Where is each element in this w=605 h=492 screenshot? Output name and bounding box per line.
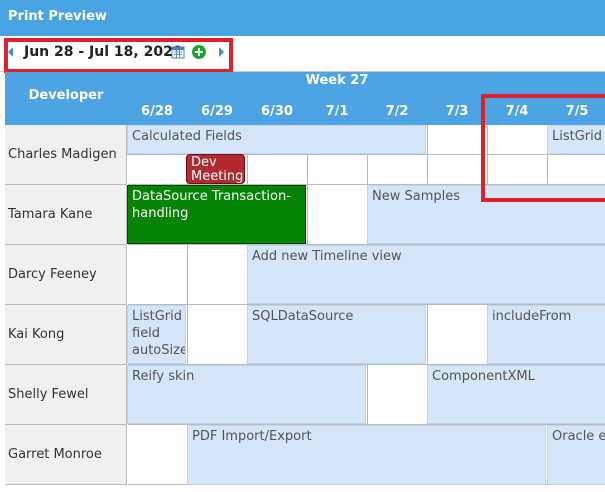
event[interactable]: Dev Meeting bbox=[186, 154, 245, 184]
event[interactable]: ComponentXML bbox=[427, 365, 605, 424]
developer-name: Tamara Kane bbox=[5, 185, 127, 245]
toolbar: Jun 28 - Jul 18, 2020 bbox=[0, 36, 605, 72]
timeline-header: Developer Week 27 6/28 6/29 6/30 7/1 7/2… bbox=[5, 72, 605, 125]
developer-name: Kai Kong bbox=[5, 305, 127, 365]
event[interactable]: Add new Timeline view bbox=[247, 245, 605, 304]
day-header: 7/1 bbox=[325, 104, 349, 119]
day-header: 7/4 bbox=[505, 104, 529, 119]
date-range: Jun 28 - Jul 18, 2020 bbox=[24, 44, 183, 60]
next-arrow[interactable] bbox=[216, 45, 226, 59]
day-header: 7/5 bbox=[565, 104, 589, 119]
day-header: 7/2 bbox=[385, 104, 409, 119]
developer-name: Charles Madigen bbox=[5, 125, 127, 185]
event[interactable]: DataSource Transaction-handling bbox=[127, 185, 306, 244]
title-bar: Print Preview bbox=[0, 0, 605, 36]
highlight-box bbox=[4, 38, 233, 73]
event[interactable]: ListGrid c bbox=[547, 125, 605, 154]
developer-name: Darcy Feeney bbox=[5, 245, 127, 305]
event[interactable]: Oracle en bbox=[547, 425, 605, 485]
developer-name: Shelly Fewel bbox=[5, 365, 127, 425]
event[interactable]: includeFrom bbox=[487, 305, 605, 364]
event[interactable]: New Samples bbox=[367, 185, 605, 244]
day-header: 6/30 bbox=[261, 104, 293, 119]
day-header: 6/28 bbox=[141, 104, 173, 119]
event[interactable]: PDF Import/Export bbox=[187, 425, 546, 485]
developer-name: Garret Monroe bbox=[5, 425, 127, 485]
event[interactable]: ListGrid field autoSize bbox=[127, 305, 186, 364]
developer-header: Developer bbox=[28, 88, 104, 103]
week-header: Week 27 bbox=[305, 73, 369, 88]
day-header: 6/29 bbox=[201, 104, 233, 119]
lane-divider bbox=[127, 154, 605, 155]
highlight-box bbox=[481, 94, 605, 202]
day-header: 7/3 bbox=[445, 104, 469, 119]
prev-arrow[interactable] bbox=[6, 45, 16, 59]
event[interactable]: Reify skin bbox=[127, 365, 366, 424]
add-button[interactable] bbox=[191, 44, 207, 60]
event[interactable]: SQLDataSource bbox=[247, 305, 426, 364]
event[interactable]: Calculated Fields bbox=[127, 125, 426, 154]
calendar-icon[interactable] bbox=[171, 45, 185, 59]
